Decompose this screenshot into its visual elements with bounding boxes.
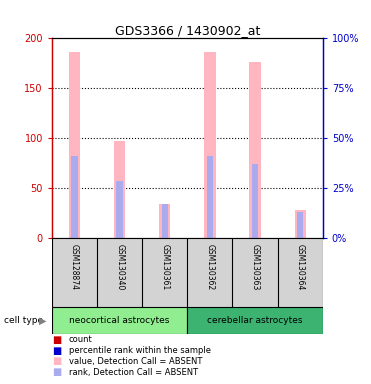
Bar <box>162 204 168 238</box>
Text: ■: ■ <box>52 356 61 366</box>
Text: ■: ■ <box>52 346 61 356</box>
Bar <box>114 141 125 238</box>
Text: ■: ■ <box>52 335 61 345</box>
Text: GSM128874: GSM128874 <box>70 243 79 290</box>
Text: cell type: cell type <box>4 316 43 325</box>
Text: value, Detection Call = ABSENT: value, Detection Call = ABSENT <box>69 357 202 366</box>
Title: GDS3366 / 1430902_at: GDS3366 / 1430902_at <box>115 24 260 37</box>
Text: GSM130364: GSM130364 <box>296 243 305 290</box>
Bar <box>252 164 258 238</box>
Bar <box>187 307 323 334</box>
Text: ▶: ▶ <box>39 316 46 326</box>
Text: rank, Detection Call = ABSENT: rank, Detection Call = ABSENT <box>69 367 198 377</box>
Bar <box>207 156 213 238</box>
Bar <box>249 62 261 238</box>
Bar <box>71 156 78 238</box>
Text: percentile rank within the sample: percentile rank within the sample <box>69 346 211 355</box>
Text: GSM130340: GSM130340 <box>115 243 124 290</box>
Text: count: count <box>69 335 92 344</box>
Bar <box>159 204 170 238</box>
Text: GSM130363: GSM130363 <box>250 243 260 290</box>
Bar <box>295 210 306 238</box>
Bar <box>204 52 216 238</box>
Text: ■: ■ <box>52 367 61 377</box>
Bar <box>52 307 187 334</box>
Text: neocortical astrocytes: neocortical astrocytes <box>69 316 170 325</box>
Bar <box>297 212 303 238</box>
Text: GSM130362: GSM130362 <box>206 243 214 290</box>
Text: GSM130361: GSM130361 <box>160 243 169 290</box>
Bar <box>116 181 123 238</box>
Text: cerebellar astrocytes: cerebellar astrocytes <box>207 316 303 325</box>
Bar <box>69 52 80 238</box>
